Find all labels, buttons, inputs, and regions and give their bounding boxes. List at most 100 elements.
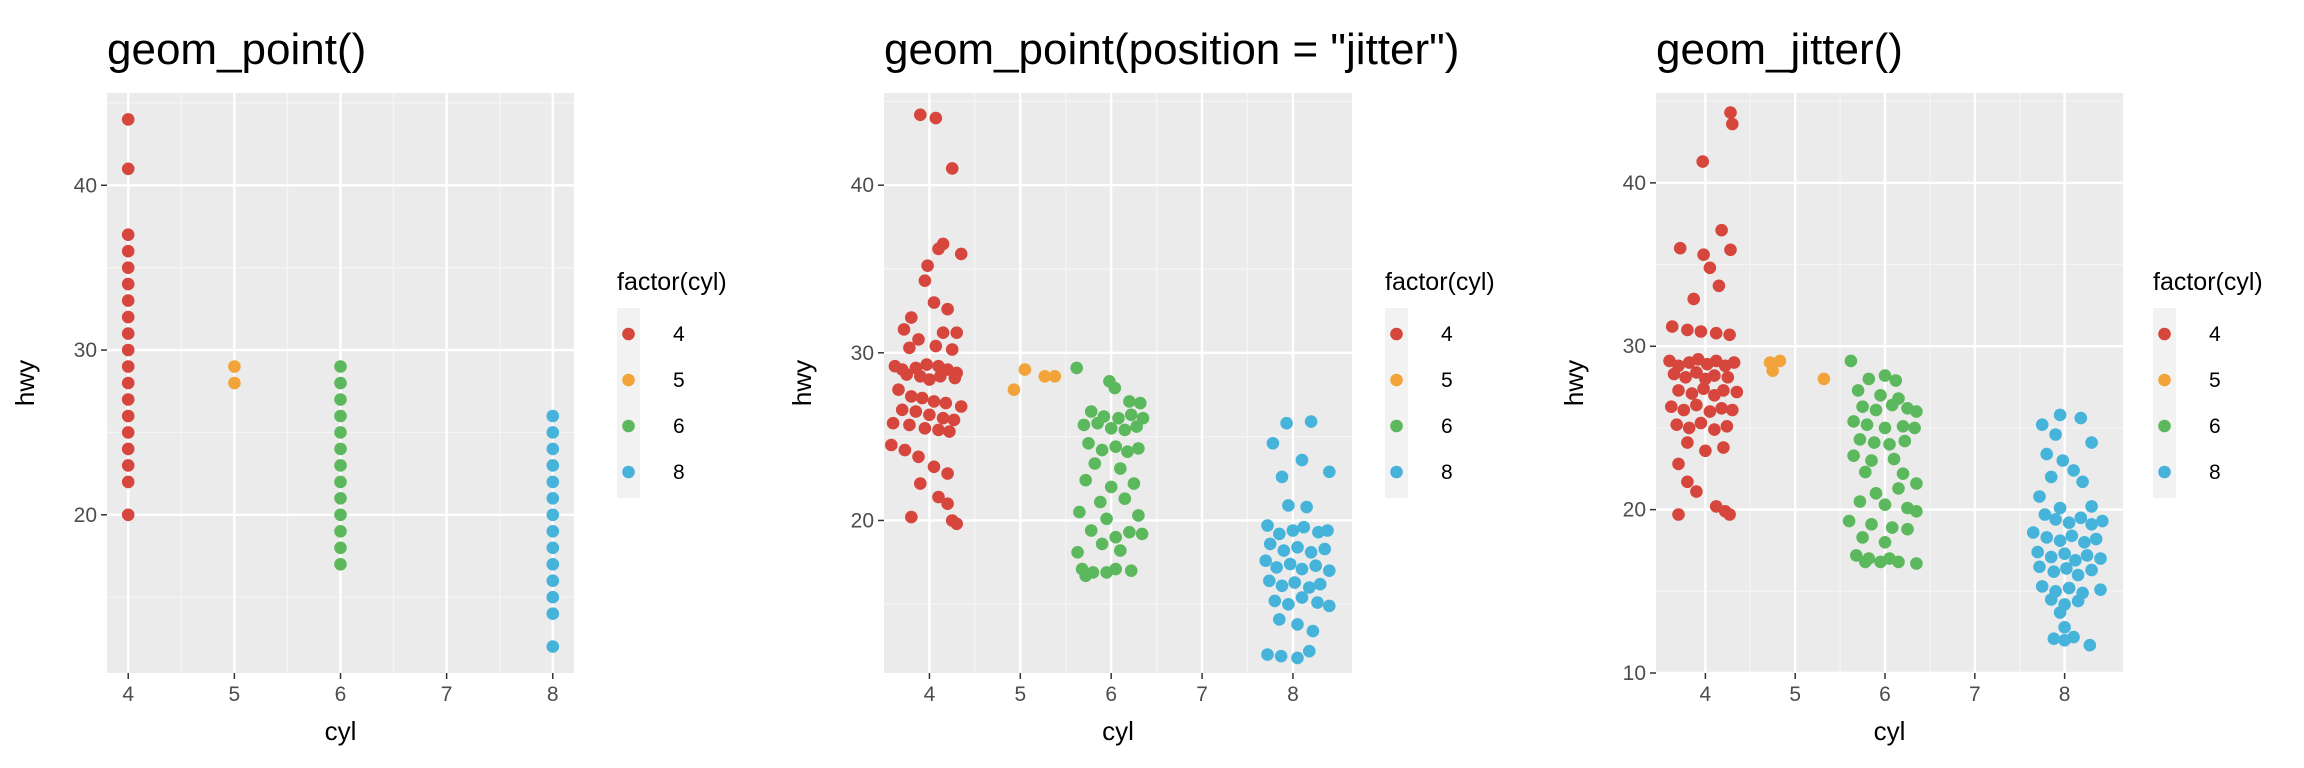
data-point-cyl-6: [334, 376, 347, 390]
y-tick-label: 40: [851, 174, 874, 197]
data-point-cyl-8: [1311, 596, 1324, 609]
data-point-cyl-6: [334, 475, 347, 489]
data-point-cyl-8: [1286, 524, 1300, 537]
data-point-cyl-4: [947, 413, 961, 427]
data-point-cyl-4: [897, 323, 911, 336]
data-point-cyl-8: [2071, 594, 2085, 608]
chart-title: geom_point(position = "jitter"): [884, 25, 1459, 74]
data-point-cyl-8: [2094, 552, 2107, 565]
data-point-cyl-4: [1697, 382, 1710, 396]
data-point-cyl-4: [1681, 475, 1694, 489]
legend-title: factor(cyl): [1385, 268, 1495, 296]
data-point-cyl-4: [1715, 402, 1728, 415]
data-point-cyl-8: [2044, 593, 2058, 606]
data-point-cyl-8: [2038, 508, 2052, 521]
data-point-cyl-6: [1123, 525, 1136, 539]
data-point-cyl-6: [1070, 361, 1083, 375]
data-point-cyl-4: [950, 517, 963, 531]
data-point-cyl-4: [1709, 326, 1723, 340]
data-point-cyl-4: [121, 360, 135, 373]
data-point-cyl-8: [2026, 526, 2040, 539]
data-point-cyl-8: [1259, 554, 1272, 567]
data-point-cyl-8: [1295, 562, 1309, 576]
y-tick-label: 30: [851, 342, 874, 365]
data-point-cyl-8: [2047, 565, 2061, 578]
legend-label-8: 8: [2209, 461, 2221, 484]
chart-svg: geom_point() 4 5 6 7 8 20 30 40 cyl hwy factor(cyl)…: [10, 25, 727, 746]
data-point-cyl-4: [121, 343, 135, 357]
x-tick-label: 7: [1196, 683, 1208, 706]
data-point-cyl-8: [2074, 411, 2088, 425]
x-tick-label: 8: [547, 683, 559, 706]
data-point-cyl-4: [920, 358, 933, 371]
data-point-cyl-8: [546, 525, 560, 538]
data-point-cyl-6: [1860, 418, 1874, 432]
data-point-cyl-4: [1703, 405, 1717, 418]
data-point-cyl-6: [334, 541, 347, 555]
legend-key-8: [2158, 465, 2171, 479]
data-point-cyl-4: [912, 450, 925, 464]
data-point-cyl-6: [1878, 421, 1892, 435]
plot-background: [1656, 93, 2123, 673]
data-point-cyl-8: [2031, 545, 2044, 559]
data-point-cyl-4: [1677, 403, 1691, 417]
data-point-cyl-4: [923, 408, 936, 422]
data-point-cyl-6: [1887, 452, 1901, 466]
data-point-cyl-6: [1109, 562, 1122, 576]
data-point-cyl-8: [2069, 554, 2082, 567]
data-point-cyl-6: [1130, 420, 1143, 433]
chart-title: geom_point(): [107, 25, 366, 74]
data-point-cyl-8: [1300, 500, 1313, 514]
data-point-cyl-6: [1856, 531, 1869, 544]
data-point-cyl-6: [1108, 381, 1122, 395]
data-point-cyl-4: [1721, 371, 1735, 384]
data-point-cyl-8: [1261, 648, 1274, 661]
data-point-cyl-6: [1079, 569, 1092, 583]
data-point-cyl-8: [1323, 599, 1336, 613]
data-point-cyl-6: [1865, 518, 1878, 531]
data-point-cyl-8: [1283, 557, 1297, 571]
data-point-cyl-4: [903, 341, 916, 355]
data-point-cyl-6: [1867, 436, 1881, 449]
data-point-cyl-6: [1889, 374, 1903, 387]
data-point-cyl-6: [1851, 384, 1865, 397]
data-point-cyl-5: [1007, 383, 1021, 397]
legend-key-8: [622, 465, 635, 479]
data-point-cyl-6: [1077, 418, 1091, 432]
data-point-cyl-8: [1275, 579, 1289, 593]
legend-label-8: 8: [673, 461, 685, 484]
data-point-cyl-6: [1885, 521, 1899, 534]
data-point-cyl-6: [1885, 398, 1899, 412]
data-point-cyl-6: [334, 442, 347, 456]
data-point-cyl-4: [921, 259, 934, 273]
data-point-cyl-6: [1878, 536, 1892, 549]
data-point-cyl-6: [334, 426, 347, 439]
chart-svg: geom_point(position = "jitter") 4 5 6 7 8 20 30…: [787, 25, 1495, 746]
data-point-cyl-8: [546, 574, 560, 587]
data-point-cyl-4: [1673, 241, 1687, 255]
data-point-cyl-6: [1118, 492, 1132, 506]
data-point-cyl-4: [936, 326, 950, 340]
data-point-cyl-4: [1681, 436, 1694, 449]
data-point-cyl-4: [1726, 117, 1739, 131]
data-point-cyl-4: [121, 228, 135, 241]
data-point-cyl-4: [1708, 369, 1721, 382]
data-point-cyl-8: [2053, 501, 2067, 515]
data-point-cyl-6: [1910, 405, 1923, 418]
data-point-cyl-6: [1104, 422, 1118, 435]
legend-label-8: 8: [1441, 461, 1453, 484]
data-point-cyl-4: [912, 333, 925, 346]
y-tick-label: 30: [74, 339, 97, 362]
data-point-cyl-8: [1273, 527, 1286, 541]
data-point-cyl-8: [546, 442, 560, 456]
data-point-cyl-6: [334, 492, 347, 505]
data-point-cyl-6: [1896, 420, 1910, 433]
data-point-cyl-8: [1295, 453, 1309, 467]
data-point-cyl-8: [2080, 549, 2094, 562]
data-point-cyl-5: [1766, 364, 1779, 378]
legend-key-6: [2158, 419, 2171, 433]
chart-panel-geom-jitter: geom_jitter() 4 5 6 7 8 10 20 30 40 cyl hwy factor(c…: [1536, 0, 2304, 768]
data-point-cyl-5: [1018, 363, 1032, 376]
data-point-cyl-8: [2085, 436, 2098, 449]
data-point-cyl-6: [1094, 495, 1107, 509]
